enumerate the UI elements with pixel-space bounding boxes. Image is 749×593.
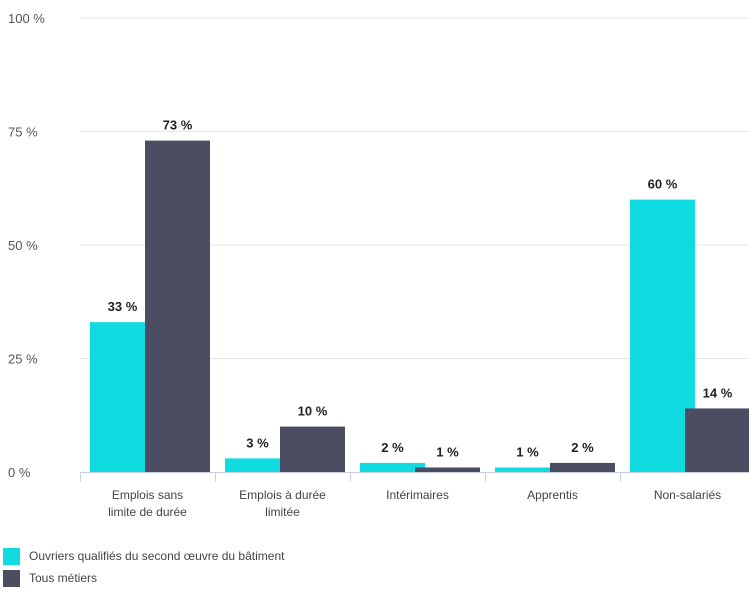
y-tick-label: 50 % xyxy=(8,238,38,253)
bar-value-label: 14 % xyxy=(703,385,733,400)
y-axis-tick-labels: 0 % 25 % 50 % 75 % 100 % xyxy=(8,11,45,480)
bar[interactable] xyxy=(630,199,695,472)
category-label: Emplois à durée limitée xyxy=(239,488,326,519)
legend-label-ouvriers: Ouvriers qualifiés du second œuvre du bâ… xyxy=(29,549,285,563)
y-tick-label: 75 % xyxy=(8,125,38,140)
bar[interactable] xyxy=(225,458,290,472)
y-tick-label: 25 % xyxy=(8,352,38,367)
bar[interactable] xyxy=(90,322,155,472)
bar[interactable] xyxy=(550,462,615,472)
legend-item-tous-metiers[interactable]: Tous métiers xyxy=(3,567,284,589)
bar[interactable] xyxy=(360,462,425,472)
bars xyxy=(90,140,749,472)
bar[interactable] xyxy=(495,467,560,472)
x-axis: Emplois sans limite de durée Emplois à dur… xyxy=(80,472,749,519)
legend-label-tous-metiers: Tous métiers xyxy=(29,571,98,585)
bar-value-label: 2 % xyxy=(381,440,404,455)
bar[interactable] xyxy=(280,426,345,472)
y-tick-label: 0 % xyxy=(8,465,31,480)
bar[interactable] xyxy=(685,408,749,472)
bar-value-label: 2 % xyxy=(571,440,594,455)
legend-item-ouvriers[interactable]: Ouvriers qualifiés du second œuvre du bâ… xyxy=(3,545,284,567)
legend-swatch-ouvriers xyxy=(3,547,20,565)
bar-value-label: 73 % xyxy=(163,118,193,133)
bar-value-label: 3 % xyxy=(246,435,269,450)
bar-value-label: 60 % xyxy=(648,177,678,192)
bar[interactable] xyxy=(145,140,210,472)
bar-value-label: 10 % xyxy=(298,404,328,419)
category-label: Non-salariés xyxy=(654,488,721,502)
y-tick-label: 100 % xyxy=(8,11,45,26)
bar-value-label: 1 % xyxy=(516,444,539,459)
value-labels: 33 % 3 % 2 % 1 % 60 % 73 % 10 % 1 % 2 % 14 % xyxy=(108,118,733,460)
legend: Ouvriers qualifiés du second œuvre du bâ… xyxy=(3,545,284,589)
bar-value-label: 1 % xyxy=(436,444,459,459)
category-label: Emplois sans limite de durée xyxy=(108,488,187,519)
bar-chart: 0 % 25 % 50 % 75 % 100 % 33 % 3 % 2 % 1 % 60 % 73… xyxy=(8,11,749,519)
category-label: Intérimaires xyxy=(386,488,449,502)
legend-swatch-tous-metiers xyxy=(3,569,20,587)
bar-value-label: 33 % xyxy=(108,299,138,314)
bar[interactable] xyxy=(415,467,480,472)
category-label: Apprentis xyxy=(527,488,578,502)
